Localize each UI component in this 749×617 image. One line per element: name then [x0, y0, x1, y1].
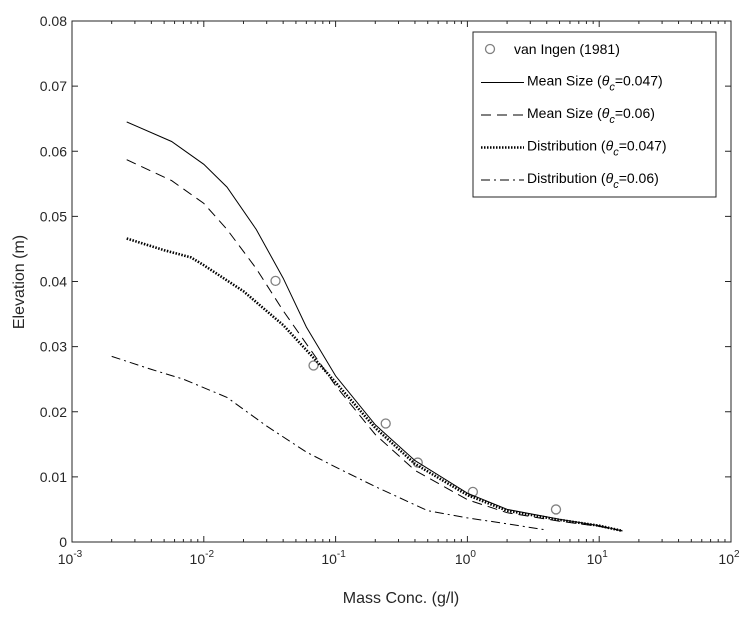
series-line-3 [126, 237, 623, 533]
legend-series-name: Mean Size ( [527, 73, 602, 89]
legend-theta-value: =0.047) [619, 138, 667, 154]
x-tick-exponent: -3 [73, 549, 82, 560]
y-tick-label: 0.06 [40, 143, 67, 159]
x-tick-label: 100 [455, 549, 477, 567]
legend-marker [484, 43, 496, 55]
legend-theta-value: =0.047) [615, 73, 663, 89]
x-axis-title: Mass Conc. (g/l) [343, 590, 459, 607]
theta-subscript: c [609, 82, 615, 94]
legend-label: Mean Size (θc=0.047) [527, 73, 663, 94]
x-tick-label: 10-3 [58, 549, 83, 567]
series-line-2 [126, 159, 623, 532]
series-layer [111, 121, 623, 533]
series-line-4 [111, 355, 544, 531]
theta-symbol: θ [602, 73, 610, 89]
x-tick-base: 10 [455, 551, 471, 567]
legend-label: Mean Size (θc=0.06) [527, 105, 655, 126]
y-tick-label: 0.05 [40, 208, 67, 224]
y-tick-label: 0.02 [40, 404, 67, 420]
x-tick-label: 102 [718, 549, 740, 567]
x-tick-base: 10 [190, 551, 206, 567]
y-tick-label: 0.03 [40, 339, 67, 355]
y-axis-title: Elevation (m) [11, 235, 28, 329]
x-tick-base: 10 [718, 551, 734, 567]
x-tick-exponent: -1 [337, 549, 346, 560]
axes-layer: 10-3 10-2 10-1 100 101 10200.010.020.030.040.… [40, 13, 740, 567]
legend-series-name: Distribution ( [527, 170, 606, 186]
theta-subscript: c [613, 147, 619, 159]
legend-series-name: Distribution ( [527, 138, 606, 154]
theta-symbol: θ [606, 170, 614, 186]
y-tick-label: 0 [59, 534, 67, 550]
legend-theta-value: =0.06) [619, 170, 659, 186]
theta-symbol: θ [602, 105, 610, 121]
data-point-marker [308, 360, 319, 371]
data-point-marker [380, 418, 391, 429]
legend-series-name: Mean Size ( [527, 105, 602, 121]
x-tick-base: 10 [321, 551, 337, 567]
x-tick-label: 10-1 [321, 549, 346, 567]
x-tick-label: 101 [587, 549, 609, 567]
y-tick-label: 0.04 [40, 274, 67, 290]
data-point-marker [270, 275, 281, 286]
x-tick-label: 10-2 [190, 549, 215, 567]
theta-symbol: θ [606, 138, 614, 154]
legend-theta-value: =0.06) [615, 105, 655, 121]
data-point-marker [412, 457, 423, 468]
x-tick-exponent: 0 [470, 549, 476, 560]
x-tick-exponent: 2 [734, 549, 740, 560]
data-point-marker [550, 504, 562, 515]
x-tick-base: 10 [587, 551, 603, 567]
theta-subscript: c [613, 179, 619, 191]
theta-subscript: c [609, 114, 615, 126]
series-line-1 [126, 121, 623, 532]
x-tick-base: 10 [58, 551, 74, 567]
y-tick-label: 0.01 [40, 469, 67, 485]
data-point-marker [467, 486, 479, 498]
legend-label: Distribution (θc=0.06) [527, 170, 659, 191]
y-tick-label: 0.08 [40, 13, 67, 29]
x-tick-exponent: 1 [602, 549, 608, 560]
legend-label: van Ingen (1981) [514, 41, 620, 57]
legend: van Ingen (1981)Mean Size (θc=0.047)Mean… [472, 31, 717, 198]
x-tick-exponent: -2 [205, 549, 214, 560]
y-tick-label: 0.07 [40, 78, 67, 94]
legend-label: Distribution (θc=0.047) [527, 138, 667, 159]
